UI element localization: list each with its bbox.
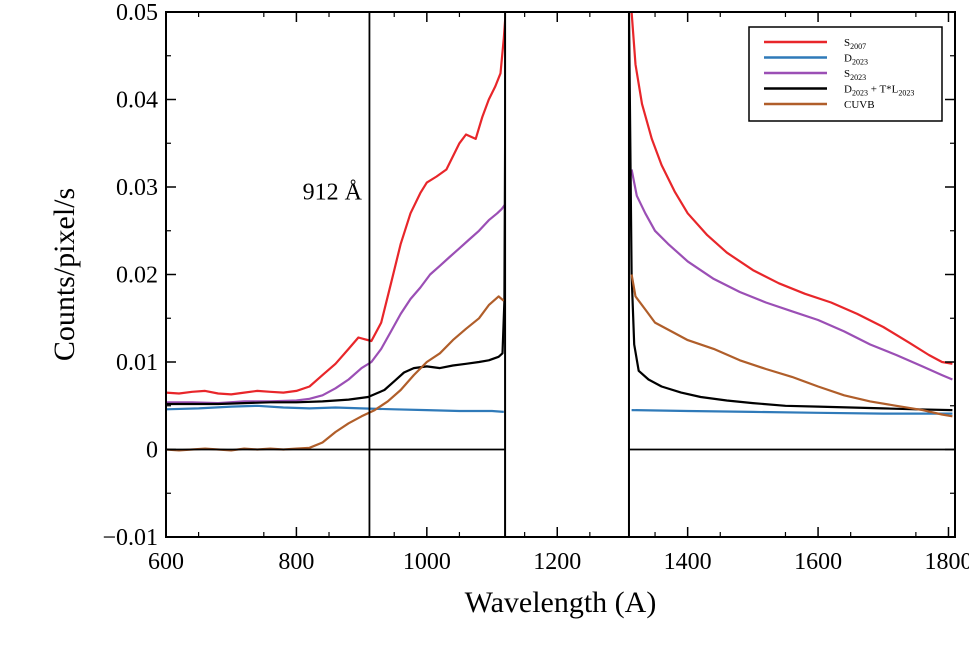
y-axis-title: Counts/pixel/s (48, 188, 81, 361)
y-tick-label: 0.04 (116, 88, 158, 114)
masked-region-box (504, 11, 630, 538)
annotation-912-angstrom: 912 Å (303, 179, 363, 205)
series-layer (166, 12, 953, 452)
y-tick-label: −0.01 (102, 525, 158, 551)
series-line-d2023-0 (166, 404, 504, 413)
x-tick-label: 1400 (664, 549, 712, 575)
series-line-s2007-0 (166, 12, 507, 396)
x-tick-label: 1200 (533, 549, 581, 575)
y-tick-label: 0.02 (116, 263, 158, 289)
y-tick-label: 0.03 (116, 175, 158, 201)
series-line-s2023-0 (166, 203, 506, 405)
x-tick-label: 1000 (403, 549, 451, 575)
y-tick-label: 0.01 (116, 350, 158, 376)
legend-label: D2023 + T*L2023 (844, 84, 914, 98)
series-line-cuvb-0 (166, 295, 505, 452)
x-axis-title: Wavelength (A) (465, 586, 657, 619)
reference-lines (166, 11, 955, 538)
series-line-s2023-1 (630, 169, 953, 381)
series-line-d2023-1 (631, 409, 953, 415)
y-tick-label: 0.05 (116, 0, 158, 26)
x-tick-label: 600 (148, 549, 184, 575)
x-tick-label: 1800 (924, 549, 969, 575)
legend-label: D2023 (844, 53, 868, 67)
legend-label: CUVB (844, 99, 875, 111)
series-line-cuvb-1 (630, 274, 953, 418)
series-line-s2007-1 (630, 12, 953, 365)
y-tick-label: 0 (146, 438, 158, 464)
series-line-d2023-t-l2023-1 (627, 12, 953, 412)
series-line-d2023-t-l2023-0 (166, 12, 507, 406)
x-tick-label: 1600 (794, 549, 842, 575)
legend-label: S2023 (844, 68, 866, 82)
x-tick-label: 800 (278, 549, 314, 575)
axes: 600 800 1000 1200 1400 1600 1800 −0.01 0 0.01 0.02… (102, 0, 969, 575)
legend-label: S2007 (844, 37, 866, 51)
